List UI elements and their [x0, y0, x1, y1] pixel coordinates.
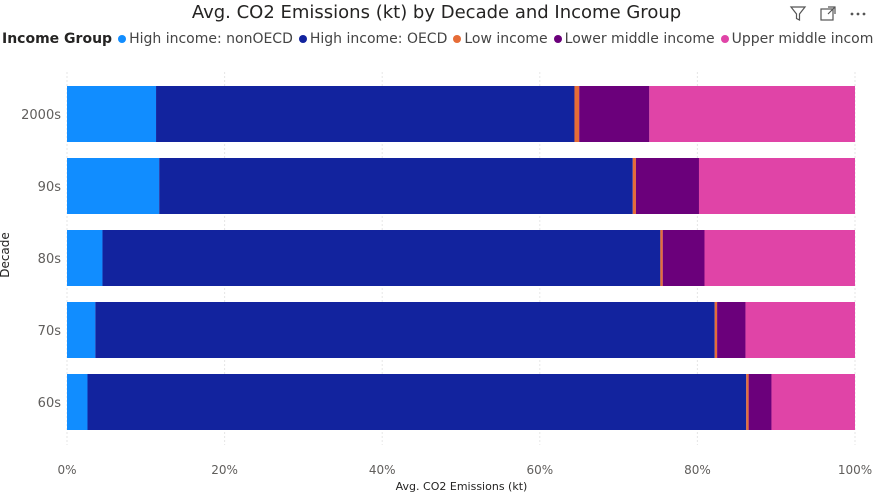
legend-item[interactable]: Low income — [453, 31, 548, 47]
bar-segment[interactable] — [95, 302, 715, 358]
y-tick-label: 70s — [38, 324, 62, 339]
bar-segment[interactable] — [746, 374, 749, 430]
legend-marker — [453, 35, 462, 43]
chart-title: Avg. CO2 Emissions (kt) by Decade and In… — [191, 2, 682, 23]
legend: Income Group High income: nonOECD High in… — [2, 31, 873, 47]
x-tick-label: 0% — [57, 463, 76, 477]
bar-segment[interactable] — [704, 230, 855, 286]
bar-segment[interactable] — [87, 374, 747, 430]
bar-segment[interactable] — [67, 158, 160, 214]
bar-segment[interactable] — [635, 158, 699, 214]
legend-item[interactable]: Upper middle income — [720, 31, 873, 47]
bar-segment[interactable] — [632, 158, 636, 214]
visual-header — [789, 5, 867, 23]
legend-marker — [118, 35, 127, 43]
bar-segment[interactable] — [159, 158, 633, 214]
bar-segment[interactable] — [745, 302, 855, 358]
legend-marker — [720, 35, 729, 43]
bar-segment[interactable] — [156, 86, 575, 142]
filter-icon[interactable] — [789, 5, 807, 23]
bar-segment[interactable] — [67, 374, 88, 430]
bar-segment[interactable] — [67, 302, 96, 358]
legend-label: High income: OECD — [309, 31, 448, 47]
x-axis-title: Avg. CO2 Emissions (kt) — [395, 480, 528, 493]
bar-segment[interactable] — [579, 86, 650, 142]
x-tick-label: 40% — [369, 463, 396, 477]
legend-item[interactable]: High income: nonOECD — [118, 31, 293, 47]
x-tick-label: 80% — [684, 463, 711, 477]
bar-segment[interactable] — [771, 374, 855, 430]
y-tick-label: 90s — [38, 180, 62, 195]
legend-title: Income Group — [2, 31, 113, 47]
bar-segment[interactable] — [649, 86, 855, 142]
bar-segment[interactable] — [717, 302, 746, 358]
bar-segment[interactable] — [662, 230, 705, 286]
legend-item[interactable]: High income: OECD — [298, 31, 448, 47]
bar-segment[interactable] — [714, 302, 718, 358]
focus-mode-icon[interactable] — [819, 5, 837, 23]
y-axis-title: Decade — [0, 232, 12, 278]
x-tick-label: 60% — [526, 463, 553, 477]
bar-segment[interactable] — [67, 230, 103, 286]
legend-label: Low income — [464, 31, 548, 47]
bar-segment[interactable] — [660, 230, 663, 286]
legend-label: High income: nonOECD — [129, 31, 293, 47]
bar-segment[interactable] — [748, 374, 772, 430]
bar-segment[interactable] — [574, 86, 580, 142]
bar-segment[interactable] — [102, 230, 661, 286]
more-options-icon[interactable] — [849, 5, 867, 23]
legend-label: Lower middle income — [564, 31, 715, 47]
legend-label: Upper middle income — [731, 31, 873, 47]
legend-marker — [553, 35, 562, 43]
legend-item[interactable]: Lower middle income — [553, 31, 715, 47]
y-tick-label: 80s — [38, 252, 62, 267]
x-tick-label: 20% — [211, 463, 238, 477]
y-tick-label: 2000s — [21, 108, 61, 123]
bar-segment[interactable] — [67, 86, 157, 142]
legend-marker — [298, 35, 307, 43]
bar-segment[interactable] — [698, 158, 855, 214]
y-tick-label: 60s — [38, 396, 62, 411]
x-tick-label: 100% — [838, 463, 872, 477]
